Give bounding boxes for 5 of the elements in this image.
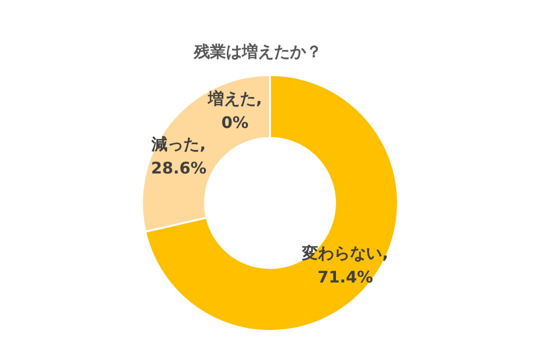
text: 0% xyxy=(221,112,249,132)
category-label: 増えた, xyxy=(208,88,262,108)
chart-title: 残業は増えたか？ xyxy=(192,42,323,63)
donut-slice xyxy=(144,74,399,332)
slice-label: 減った, 28.6% xyxy=(150,134,207,178)
